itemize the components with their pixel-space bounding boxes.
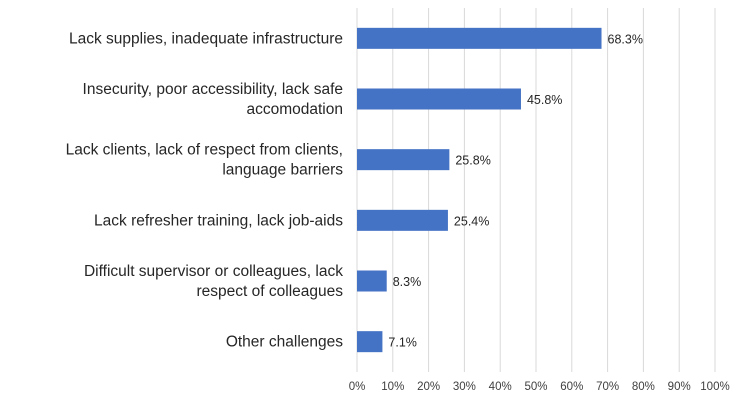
data-label: 7.1% <box>388 336 417 350</box>
x-tick-label: 0% <box>349 381 366 393</box>
x-tick-label: 100% <box>700 381 729 393</box>
category-label: Lack refresher training, lack job-aids <box>94 212 343 229</box>
data-label: 68.3% <box>608 32 643 46</box>
bar <box>357 27 602 49</box>
x-tick-label: 90% <box>668 381 691 393</box>
bar <box>357 331 383 353</box>
data-label: 8.3% <box>393 275 422 289</box>
category-labels: Lack supplies, inadequate infrastructure… <box>66 30 344 350</box>
x-tick-label: 50% <box>524 381 547 393</box>
category-label: Insecurity, poor accessibility, lack saf… <box>83 81 343 118</box>
x-tick-label: 20% <box>417 381 440 393</box>
x-tick-label: 60% <box>560 381 583 393</box>
gridlines <box>356 8 716 372</box>
data-label: 45.8% <box>527 93 562 107</box>
category-label: Lack supplies, inadequate infrastructure <box>69 30 343 47</box>
bar <box>357 149 450 171</box>
x-tick-label: 40% <box>489 381 512 393</box>
x-tick-label: 10% <box>381 381 404 393</box>
data-label: 25.4% <box>454 214 489 228</box>
bars <box>357 27 602 353</box>
bar <box>357 209 448 231</box>
data-labels: 68.3% 45.8% 25.8% 25.4% 8.3% 7.1% <box>388 32 643 349</box>
bar <box>357 88 521 110</box>
x-axis-ticks: 0% 10% 20% 30% 40% 50% 60% 70% 80% 90% 100% <box>349 381 730 393</box>
bar <box>357 270 387 292</box>
category-label: Lack clients, lack of respect from clien… <box>66 142 344 179</box>
x-tick-label: 70% <box>596 381 619 393</box>
category-label: Other challenges <box>226 334 343 351</box>
x-tick-label: 30% <box>453 381 476 393</box>
category-label: Difficult supervisor or colleagues, lack… <box>84 263 343 300</box>
x-tick-label: 80% <box>632 381 655 393</box>
data-label: 25.8% <box>455 154 490 168</box>
